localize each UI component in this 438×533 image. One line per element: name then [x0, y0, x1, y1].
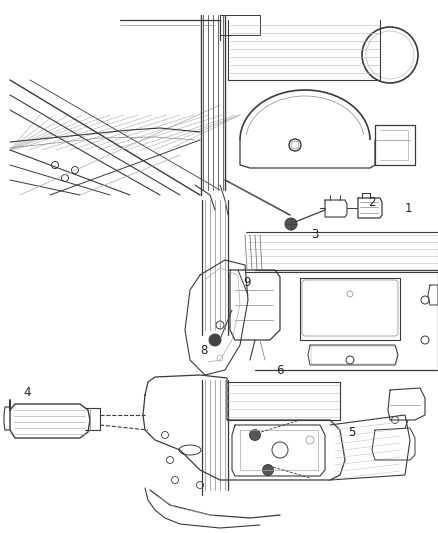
Text: 9: 9	[243, 276, 251, 288]
Text: 3: 3	[311, 228, 319, 240]
Text: 2: 2	[368, 196, 376, 208]
Circle shape	[285, 218, 297, 230]
Circle shape	[262, 464, 273, 475]
Text: 1: 1	[404, 201, 412, 214]
Text: 6: 6	[276, 364, 284, 376]
Text: 5: 5	[348, 425, 356, 439]
Circle shape	[209, 334, 221, 346]
Text: 4: 4	[23, 386, 31, 400]
Text: 8: 8	[200, 344, 208, 358]
Circle shape	[250, 430, 261, 440]
